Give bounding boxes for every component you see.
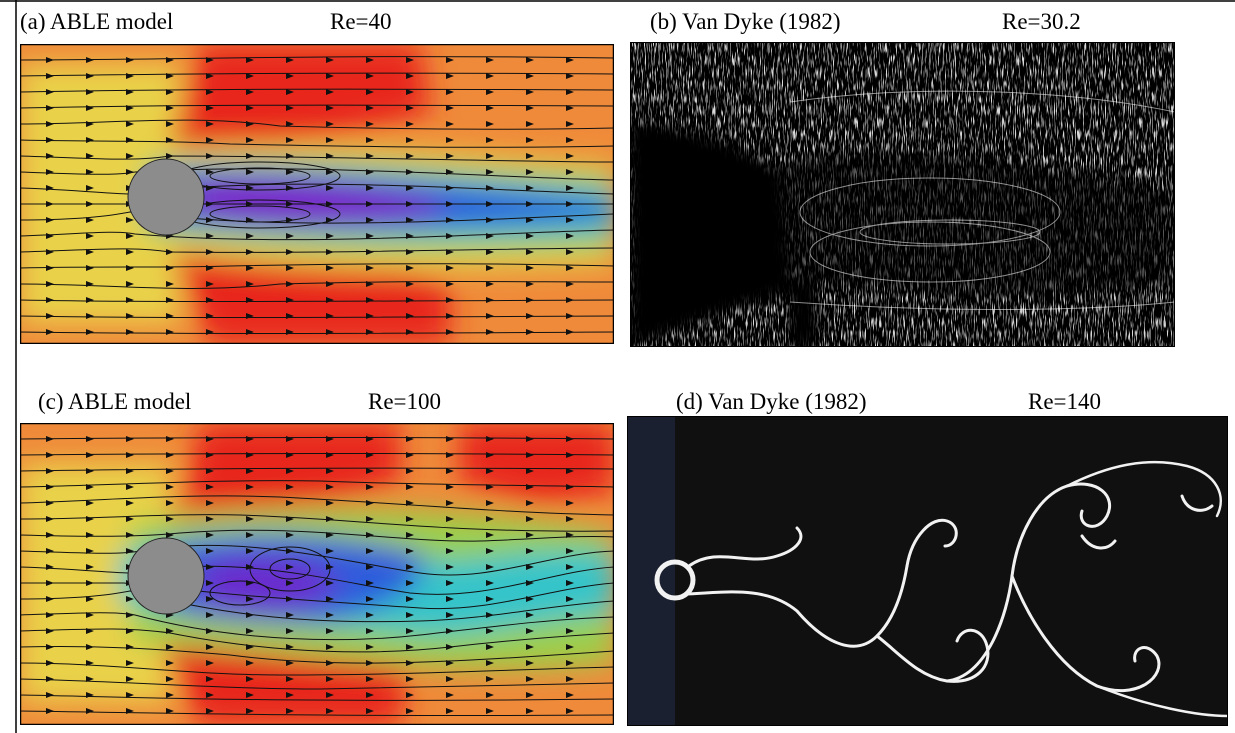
arrow-heads-c [46, 436, 574, 714]
re-label-d: Re=140 [1028, 389, 1102, 414]
caption-d: (d) Van Dyke (1982) [676, 389, 867, 414]
cylinder-c [127, 537, 205, 615]
arrow-heads-a [46, 57, 574, 335]
re-label-c: Re=100 [368, 389, 442, 414]
caption-c: (c) ABLE model [38, 389, 192, 414]
flow-field-a [20, 44, 614, 344]
caption-a: (a) ABLE model [20, 9, 174, 34]
flow-field-c [20, 423, 614, 725]
re-label-a: Re=40 [330, 9, 392, 34]
panel-b-photo [630, 42, 1175, 347]
caption-b: (b) Van Dyke (1982) [650, 9, 841, 34]
cylinder-a [127, 158, 205, 236]
re-label-b: Re=30.2 [1002, 9, 1081, 34]
panel-d-photo [627, 416, 1228, 726]
flow-photo-d [627, 416, 1228, 726]
flow-photo-b [630, 42, 1175, 347]
panel-c-flow-plot [20, 423, 614, 725]
panel-a-flow-plot [20, 44, 614, 344]
